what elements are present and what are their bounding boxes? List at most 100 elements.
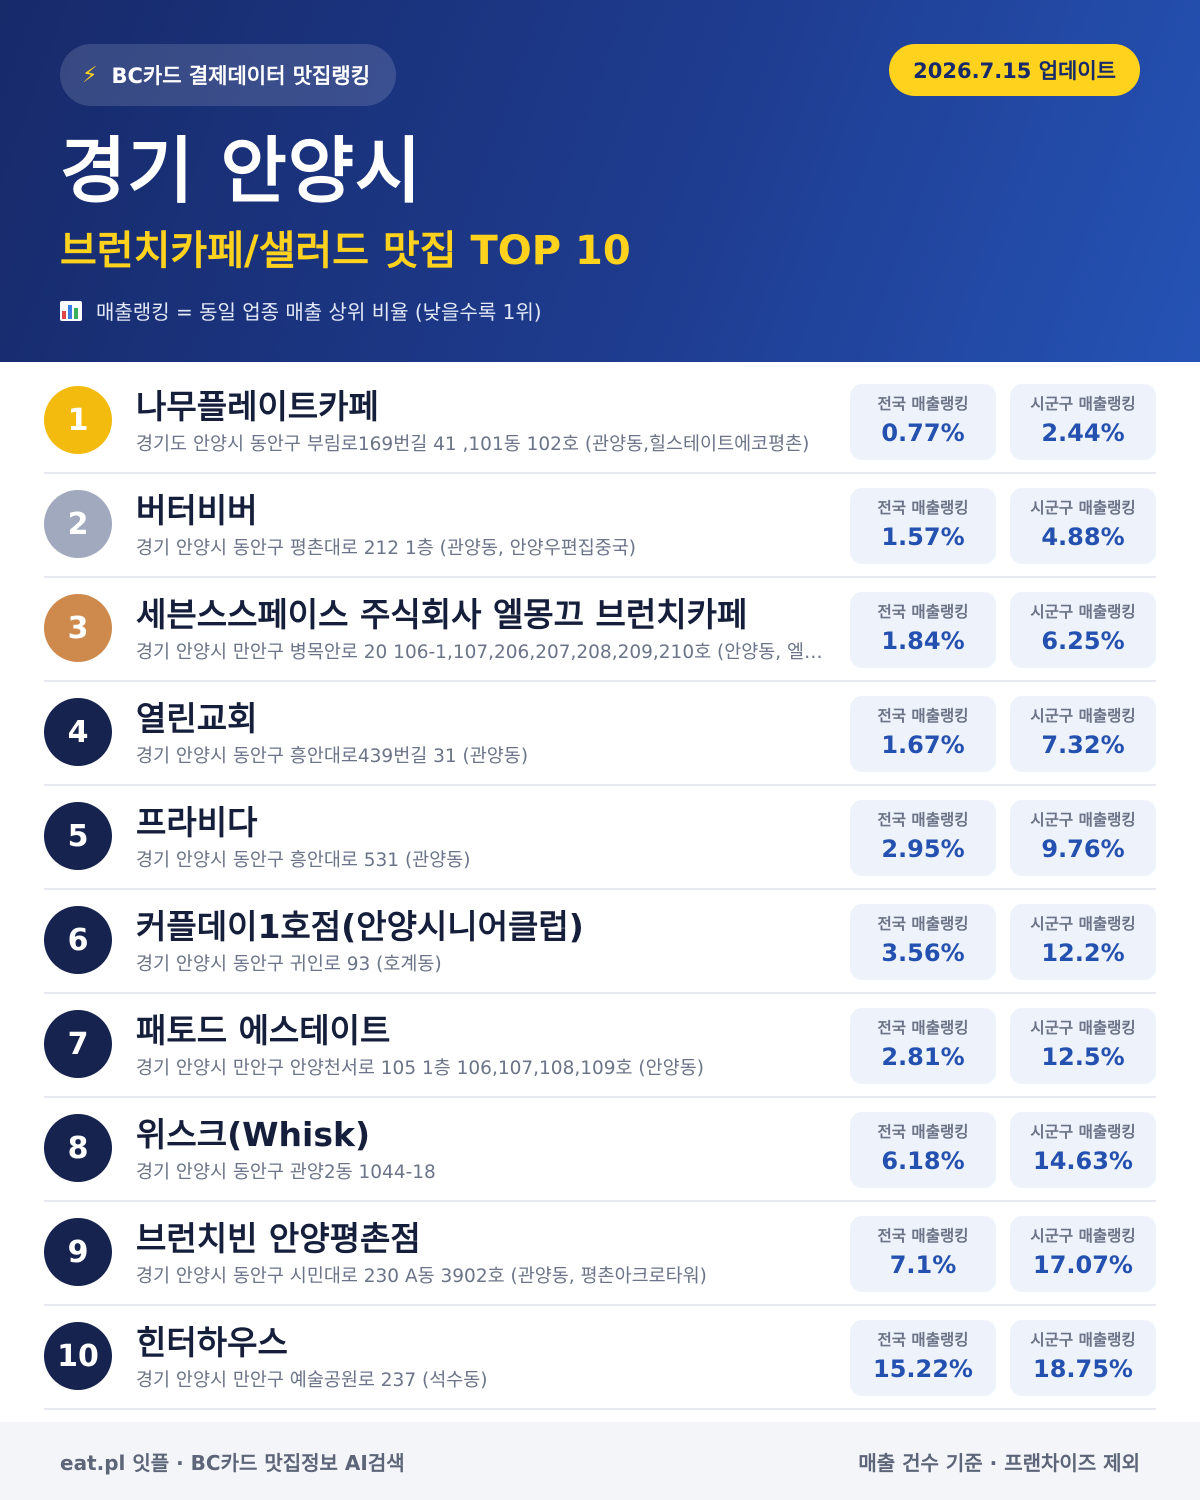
national-rank-value: 7.1%	[889, 1251, 957, 1279]
national-rank-label: 전국 매출랭킹	[877, 915, 969, 933]
restaurant-address: 경기 안양시 만안구 예술공원로 237 (석수동)	[136, 1370, 488, 1391]
local-rank-box: 시군구 매출랭킹 9.76%	[1010, 800, 1156, 876]
restaurant-address: 경기 안양시 만안구 병목안로 20 106-1,107,206,207,208…	[136, 642, 826, 663]
list-item[interactable]: 9 브런치빈 안양평촌점 경기 안양시 동안구 시민대로 230 A동 3902…	[44, 1202, 1156, 1306]
rank-badge: 8	[44, 1114, 112, 1182]
footer-brand: eat.pl 잇플 · BC카드 맛집정보 AI검색	[60, 1451, 405, 1475]
national-rank-value: 2.81%	[881, 1043, 965, 1071]
national-rank-label: 전국 매출랭킹	[877, 1019, 969, 1037]
footer-criteria: 매출 건수 기준 · 프랜차이즈 제외	[858, 1451, 1140, 1475]
national-rank-value: 1.57%	[881, 523, 965, 551]
local-rank-value: 2.44%	[1041, 419, 1125, 447]
local-rank-value: 4.88%	[1041, 523, 1125, 551]
local-rank-box: 시군구 매출랭킹 6.25%	[1010, 592, 1156, 668]
national-rank-label: 전국 매출랭킹	[877, 1123, 969, 1141]
local-rank-box: 시군구 매출랭킹 14.63%	[1010, 1112, 1156, 1188]
bar-chart-icon	[60, 300, 82, 321]
footer-bar: eat.pl 잇플 · BC카드 맛집정보 AI검색 매출 건수 기준 · 프랜…	[0, 1422, 1200, 1500]
local-rank-label: 시군구 매출랭킹	[1030, 1227, 1136, 1245]
restaurant-address: 경기 안양시 동안구 평촌대로 212 1층 (관양동, 안양우편집중국)	[136, 538, 637, 559]
local-rank-value: 9.76%	[1041, 835, 1125, 863]
local-rank-label: 시군구 매출랭킹	[1030, 1123, 1136, 1141]
national-rank-box: 전국 매출랭킹 1.67%	[850, 696, 996, 772]
list-item[interactable]: 5 프라비다 경기 안양시 동안구 흥안대로 531 (관양동) 전국 매출랭킹…	[44, 786, 1156, 890]
list-item[interactable]: 10 힌터하우스 경기 안양시 만안구 예술공원로 237 (석수동) 전국 매…	[44, 1306, 1156, 1410]
rank-badge: 9	[44, 1218, 112, 1286]
local-rank-box: 시군구 매출랭킹 17.07%	[1010, 1216, 1156, 1292]
restaurant-address: 경기도 안양시 동안구 부림로169번길 41 ,101동 102호 (관양동,…	[136, 434, 810, 455]
restaurant-name[interactable]: 열린교회	[136, 699, 258, 738]
header-banner: ⚡ BC카드 결제데이터 맛집랭킹 2026.7.15 업데이트 경기 안양시 …	[0, 0, 1200, 362]
restaurant-name[interactable]: 브런치빈 안양평촌점	[136, 1219, 421, 1258]
lightning-bolt-icon: ⚡	[82, 62, 98, 88]
rank-badge: 5	[44, 802, 112, 870]
local-rank-label: 시군구 매출랭킹	[1030, 499, 1136, 517]
national-rank-label: 전국 매출랭킹	[877, 1227, 969, 1245]
list-item[interactable]: 8 위스크(Whisk) 경기 안양시 동안구 관양2동 1044-18 전국 …	[44, 1098, 1156, 1202]
local-rank-label: 시군구 매출랭킹	[1030, 1019, 1136, 1037]
restaurant-name[interactable]: 프라비다	[136, 803, 258, 842]
region-title: 경기 안양시	[60, 129, 423, 213]
restaurant-name[interactable]: 세븐스스페이스 주식회사 엘몽끄 브런치카페	[136, 595, 748, 634]
restaurant-name[interactable]: 커플데이1호점(안양시니어클럽)	[136, 907, 584, 946]
list-item[interactable]: 6 커플데이1호점(안양시니어클럽) 경기 안양시 동안구 귀인로 93 (호계…	[44, 890, 1156, 994]
local-rank-label: 시군구 매출랭킹	[1030, 811, 1136, 829]
local-rank-box: 시군구 매출랭킹 18.75%	[1010, 1320, 1156, 1396]
local-rank-box: 시군구 매출랭킹 12.2%	[1010, 904, 1156, 980]
national-rank-label: 전국 매출랭킹	[877, 395, 969, 413]
national-rank-label: 전국 매출랭킹	[877, 811, 969, 829]
restaurant-name[interactable]: 패토드 에스테이트	[136, 1011, 391, 1050]
local-rank-label: 시군구 매출랭킹	[1030, 1331, 1136, 1349]
national-rank-value: 15.22%	[873, 1355, 973, 1383]
local-rank-label: 시군구 매출랭킹	[1030, 395, 1136, 413]
list-item[interactable]: 1 나무플레이트카페 경기도 안양시 동안구 부림로169번길 41 ,101동…	[44, 370, 1156, 474]
national-rank-box: 전국 매출랭킹 2.95%	[850, 800, 996, 876]
national-rank-box: 전국 매출랭킹 15.22%	[850, 1320, 996, 1396]
local-rank-value: 12.2%	[1041, 939, 1125, 967]
update-date-badge: 2026.7.15 업데이트	[889, 44, 1140, 96]
restaurant-address: 경기 안양시 동안구 흥안대로 531 (관양동)	[136, 850, 471, 871]
national-rank-box: 전국 매출랭킹 1.57%	[850, 488, 996, 564]
local-rank-label: 시군구 매출랭킹	[1030, 707, 1136, 725]
rank-badge: 7	[44, 1010, 112, 1078]
restaurant-name[interactable]: 위스크(Whisk)	[136, 1115, 371, 1154]
national-rank-box: 전국 매출랭킹 3.56%	[850, 904, 996, 980]
local-rank-box: 시군구 매출랭킹 12.5%	[1010, 1008, 1156, 1084]
national-rank-value: 2.95%	[881, 835, 965, 863]
national-rank-value: 6.18%	[881, 1147, 965, 1175]
local-rank-box: 시군구 매출랭킹 4.88%	[1010, 488, 1156, 564]
national-rank-label: 전국 매출랭킹	[877, 603, 969, 621]
list-item[interactable]: 4 열린교회 경기 안양시 동안구 흥안대로439번길 31 (관양동) 전국 …	[44, 682, 1156, 786]
restaurant-address: 경기 안양시 동안구 귀인로 93 (호계동)	[136, 954, 442, 975]
ranking-note: 매출랭킹 = 동일 업종 매출 상위 비율 (낮을수록 1위)	[60, 296, 542, 325]
restaurant-address: 경기 안양시 동안구 시민대로 230 A동 3902호 (관양동, 평촌아크로…	[136, 1266, 707, 1287]
ranking-note-text: 매출랭킹 = 동일 업종 매출 상위 비율 (낮을수록 1위)	[96, 300, 542, 324]
restaurant-name[interactable]: 힌터하우스	[136, 1323, 288, 1362]
restaurant-name[interactable]: 나무플레이트카페	[136, 387, 379, 426]
list-item[interactable]: 2 버터비버 경기 안양시 동안구 평촌대로 212 1층 (관양동, 안양우편…	[44, 474, 1156, 578]
local-rank-value: 7.32%	[1041, 731, 1125, 759]
national-rank-box: 전국 매출랭킹 0.77%	[850, 384, 996, 460]
national-rank-label: 전국 매출랭킹	[877, 499, 969, 517]
national-rank-value: 0.77%	[881, 419, 965, 447]
national-rank-value: 1.67%	[881, 731, 965, 759]
list-item[interactable]: 3 세븐스스페이스 주식회사 엘몽끄 브런치카페 경기 안양시 만안구 병목안로…	[44, 578, 1156, 682]
national-rank-box: 전국 매출랭킹 6.18%	[850, 1112, 996, 1188]
local-rank-label: 시군구 매출랭킹	[1030, 603, 1136, 621]
national-rank-label: 전국 매출랭킹	[877, 707, 969, 725]
list-item[interactable]: 7 패토드 에스테이트 경기 안양시 만안구 안양천서로 105 1층 106,…	[44, 994, 1156, 1098]
ranking-list: 1 나무플레이트카페 경기도 안양시 동안구 부림로169번길 41 ,101동…	[44, 370, 1156, 1410]
rank-badge: 6	[44, 906, 112, 974]
local-rank-value: 12.5%	[1041, 1043, 1125, 1071]
restaurant-address: 경기 안양시 만안구 안양천서로 105 1층 106,107,108,109호…	[136, 1058, 704, 1079]
rank-badge: 1	[44, 386, 112, 454]
rank-badge: 3	[44, 594, 112, 662]
national-rank-value: 3.56%	[881, 939, 965, 967]
national-rank-label: 전국 매출랭킹	[877, 1331, 969, 1349]
national-rank-box: 전국 매출랭킹 7.1%	[850, 1216, 996, 1292]
local-rank-box: 시군구 매출랭킹 2.44%	[1010, 384, 1156, 460]
local-rank-box: 시군구 매출랭킹 7.32%	[1010, 696, 1156, 772]
restaurant-name[interactable]: 버터비버	[136, 491, 258, 530]
rank-badge: 4	[44, 698, 112, 766]
local-rank-value: 14.63%	[1033, 1147, 1133, 1175]
